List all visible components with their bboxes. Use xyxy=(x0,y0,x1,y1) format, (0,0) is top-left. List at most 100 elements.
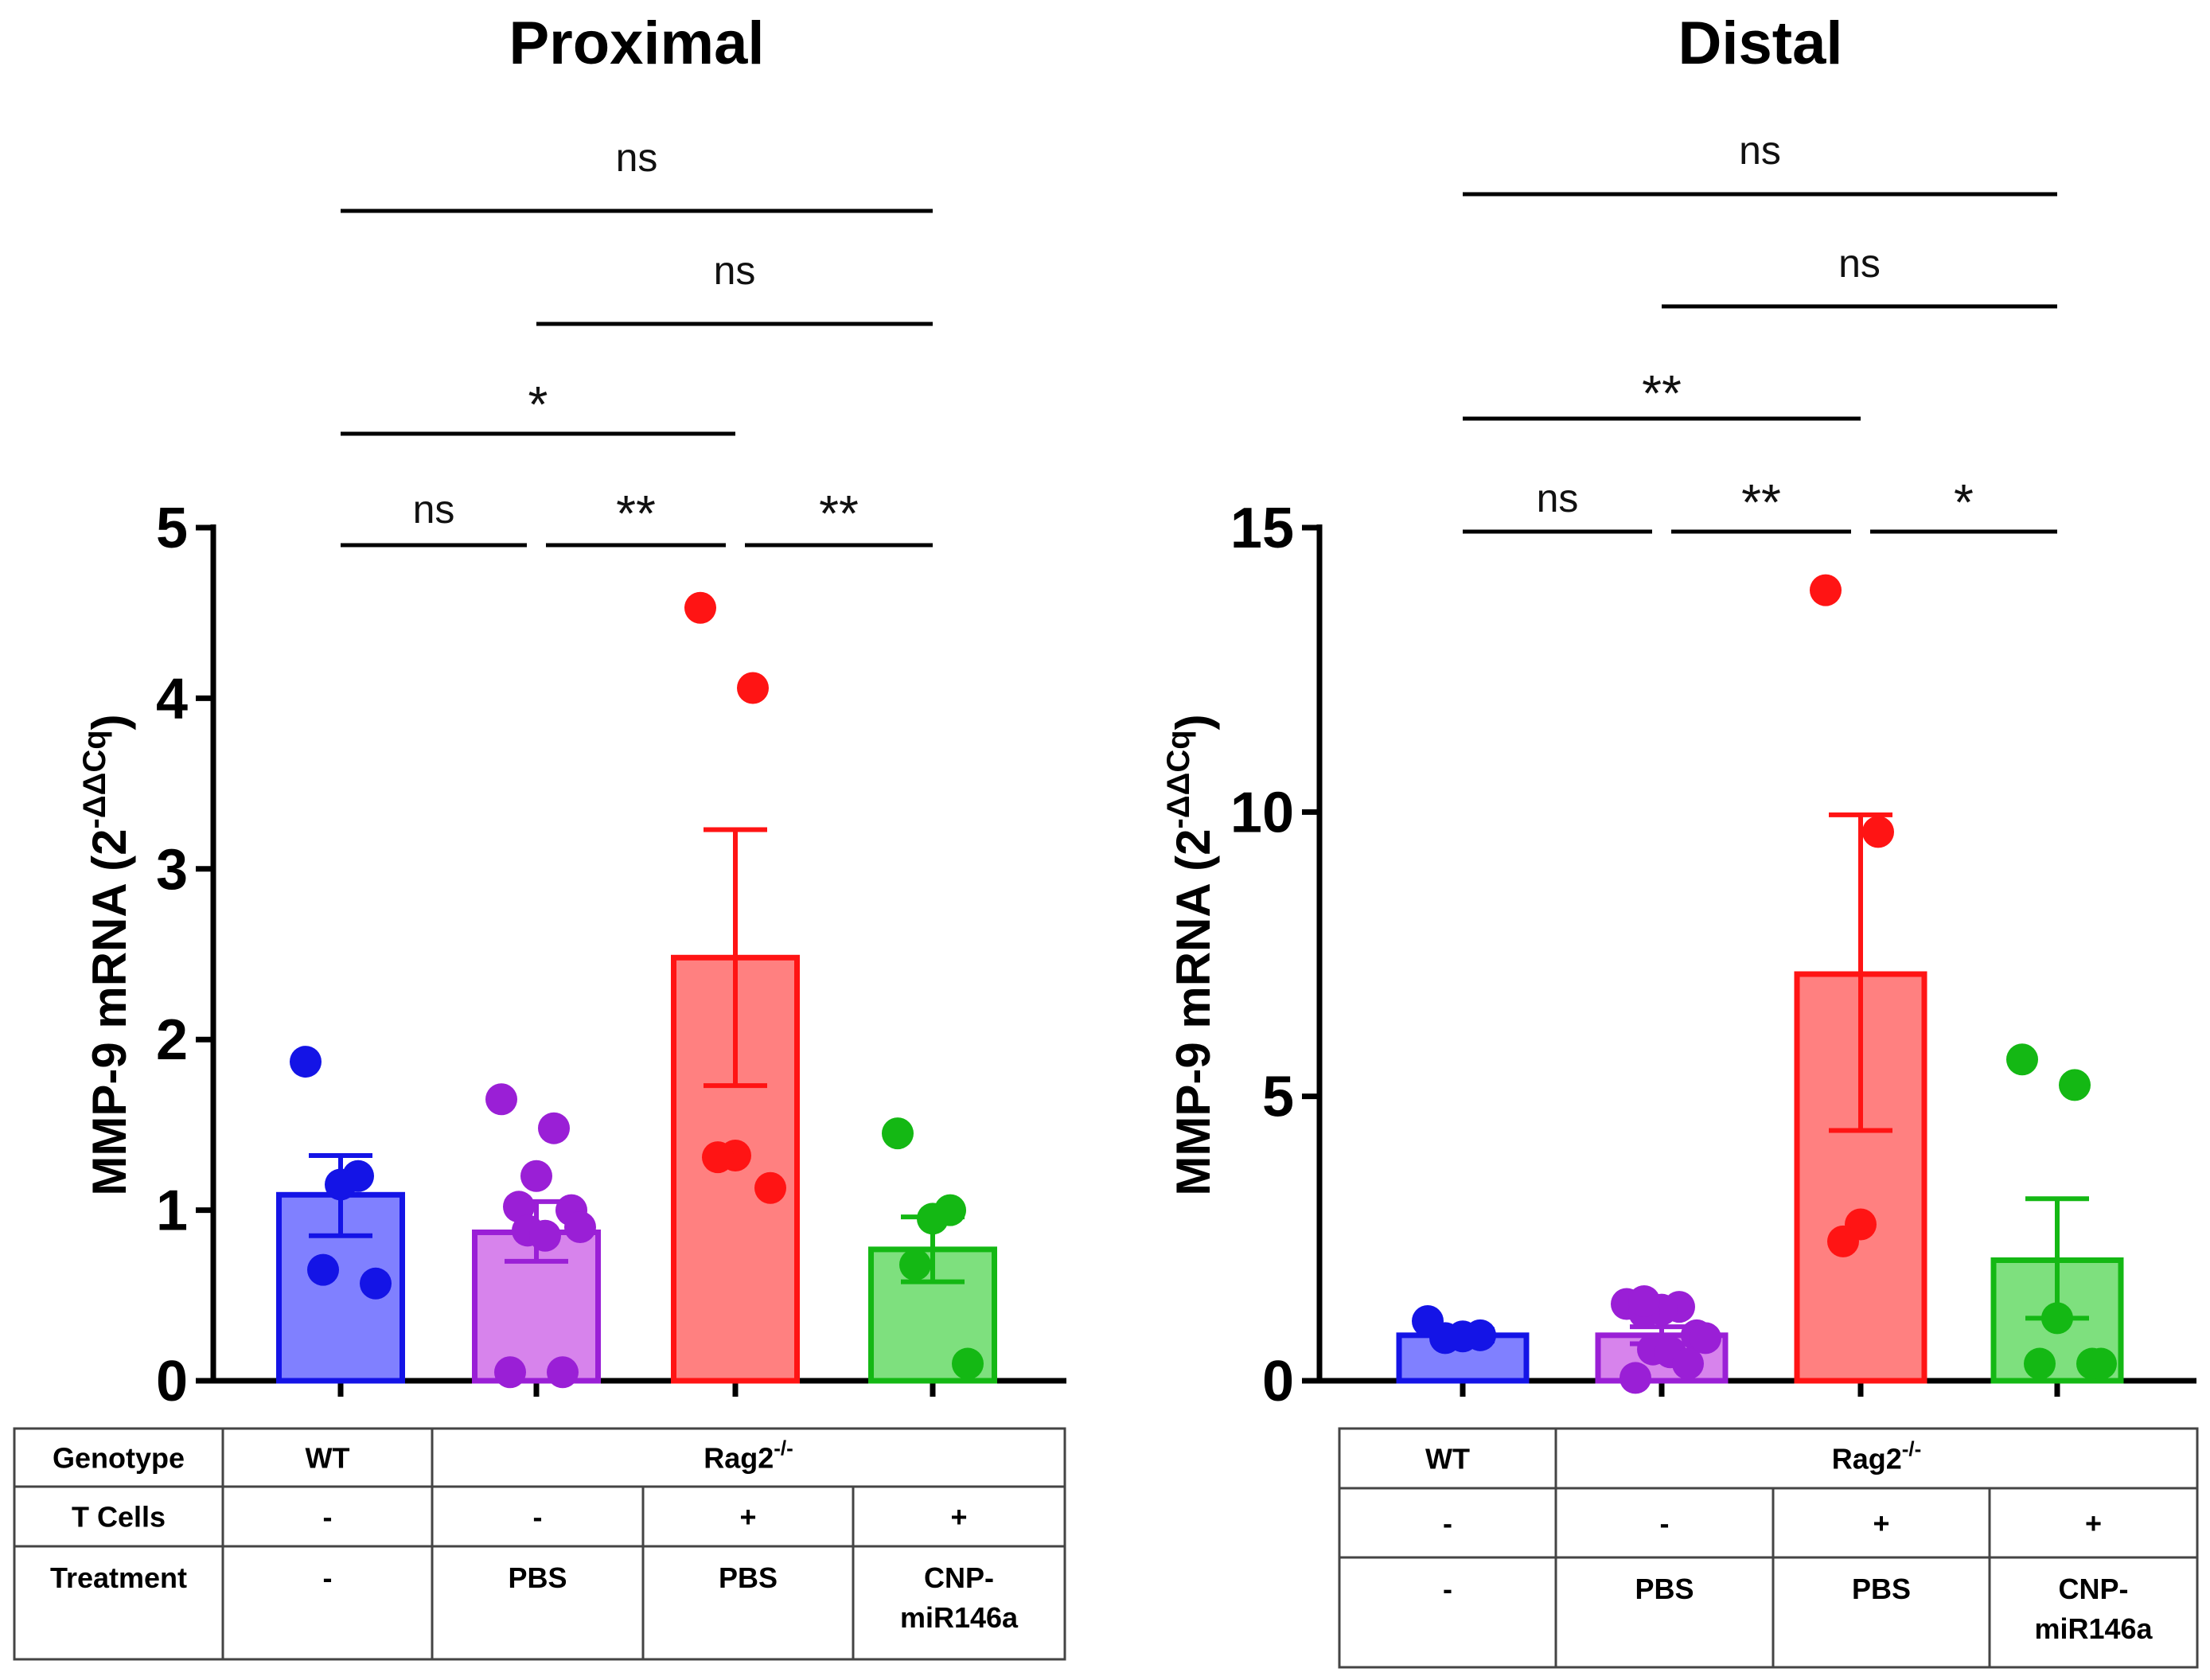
table-tcells-value: - xyxy=(1660,1507,1670,1540)
y-axis-label-text: MMP-9 mRNA (2 xyxy=(1167,828,1220,1195)
table-tcells-value: + xyxy=(950,1501,967,1534)
significance-label: ns xyxy=(1537,476,1579,520)
y-tick-label: 4 xyxy=(156,667,188,731)
data-point xyxy=(1810,574,1842,606)
data-point xyxy=(2085,1347,2117,1380)
y-axis-label-text: MMP-9 mRNA (2 xyxy=(83,828,136,1195)
table-genotype-wt: WT xyxy=(1425,1443,1470,1475)
data-point xyxy=(899,1249,931,1281)
table-tcells-value: + xyxy=(739,1501,756,1534)
table-tcells-value: - xyxy=(1443,1507,1452,1540)
table-genotype-wt: WT xyxy=(306,1442,350,1475)
y-tick-label: 0 xyxy=(156,1350,188,1413)
y-axis-label-superscript: -ΔΔCq xyxy=(1161,730,1196,828)
significance-label: ** xyxy=(616,485,656,542)
table-treatment-value: miR146a xyxy=(2034,1612,2153,1645)
table-tcells-value: - xyxy=(533,1501,543,1534)
data-point xyxy=(1672,1347,1704,1380)
table-treatment-value: - xyxy=(1443,1573,1452,1605)
data-point xyxy=(684,591,716,624)
panel-distal: Distal MMP-9 mRNA (2-ΔΔCq) 0 5 10 15 ns ns ** ns *… xyxy=(1161,10,2199,1669)
data-point xyxy=(503,1191,535,1223)
table-row-label: Genotype xyxy=(53,1442,185,1475)
condition-table: WT Rag2-/- - - + + - PBS PBS CNP-miR146a xyxy=(1338,1427,2199,1669)
data-point xyxy=(360,1267,392,1300)
data-point xyxy=(547,1356,579,1389)
significance-label: * xyxy=(1954,474,1974,531)
table-tcells-value: + xyxy=(1873,1507,1889,1540)
table-genotype-rag2: Rag2-/- xyxy=(1832,1437,1922,1475)
table-row-label: Treatment xyxy=(50,1561,187,1594)
data-point xyxy=(485,1083,517,1116)
table-tcells-value: - xyxy=(323,1501,333,1534)
panel-proximal: Proximal MMP-9 mRNA (2-ΔΔCq) 0 1 2 3 4 5 ns ns * ns… xyxy=(13,10,1066,1661)
data-point xyxy=(325,1168,357,1201)
data-point xyxy=(2059,1069,2091,1101)
y-tick-label: 3 xyxy=(156,838,188,902)
data-point xyxy=(1827,1225,1859,1257)
chart-title: Proximal xyxy=(509,10,764,77)
data-point xyxy=(1429,1322,1461,1355)
data-point xyxy=(702,1141,734,1174)
data-point xyxy=(754,1171,786,1204)
data-point xyxy=(2006,1043,2038,1076)
table-treatment-value: miR146a xyxy=(900,1601,1019,1634)
data-point xyxy=(520,1160,552,1192)
data-point xyxy=(2024,1347,2056,1380)
y-axis-label-close: ) xyxy=(83,714,136,730)
significance-label: ns xyxy=(1838,241,1881,286)
y-tick-label: 1 xyxy=(156,1179,188,1243)
table-treatment-value: PBS xyxy=(1635,1573,1694,1605)
condition-table: Genotype T Cells Treatment WT Rag2-/- - - + + - PB… xyxy=(13,1427,1066,1661)
data-point xyxy=(1619,1362,1651,1394)
significance-label: ns xyxy=(616,135,658,180)
table-treatment-value: PBS xyxy=(508,1561,567,1594)
data-point xyxy=(494,1356,526,1389)
data-point xyxy=(737,672,769,704)
data-point xyxy=(564,1211,596,1244)
y-tick-label: 0 xyxy=(1262,1350,1294,1413)
significance-label: * xyxy=(528,376,548,433)
y-tick-label: 5 xyxy=(156,497,188,560)
data-point xyxy=(1628,1284,1660,1317)
table-tcells-value: + xyxy=(2085,1507,2102,1540)
data-point xyxy=(952,1347,984,1380)
significance-label: ns xyxy=(1739,128,1781,173)
data-point xyxy=(307,1253,339,1286)
table-treatment-value: CNP- xyxy=(924,1561,994,1594)
data-point xyxy=(538,1112,570,1144)
table-border xyxy=(13,1427,1066,1661)
chart-title: Distal xyxy=(1678,10,1843,77)
genotype-name: Rag2 xyxy=(704,1442,774,1475)
genotype-superscript: -/- xyxy=(774,1436,793,1460)
y-axis-label-close: ) xyxy=(1167,714,1220,730)
y-tick-label: 2 xyxy=(156,1008,188,1072)
table-treatment-value: PBS xyxy=(1852,1573,1911,1605)
table-treatment-value: CNP- xyxy=(2059,1573,2129,1605)
bar-mean xyxy=(1794,971,1927,1384)
genotype-superscript: -/- xyxy=(1902,1437,1922,1461)
significance-label: ns xyxy=(714,248,756,293)
significance-label: ** xyxy=(819,485,859,542)
y-axis-label: MMP-9 mRNA (2-ΔΔCq) xyxy=(1161,714,1220,1195)
data-point xyxy=(529,1219,561,1252)
significance-label: ** xyxy=(1741,474,1781,531)
table-treatment-value: PBS xyxy=(719,1561,778,1594)
data-point xyxy=(882,1117,914,1150)
data-point xyxy=(290,1046,322,1078)
table-genotype-rag2: Rag2-/- xyxy=(704,1436,793,1475)
y-axis-label-superscript: -ΔΔCq xyxy=(77,730,112,828)
data-point xyxy=(2041,1302,2073,1335)
data-point xyxy=(1690,1322,1721,1355)
y-axis-label: MMP-9 mRNA (2-ΔΔCq) xyxy=(77,714,136,1195)
data-point xyxy=(1862,816,1894,848)
significance-label: ns xyxy=(413,487,455,532)
y-tick-label: 15 xyxy=(1230,497,1294,560)
y-tick-label: 10 xyxy=(1230,781,1294,844)
y-tick-label: 5 xyxy=(1262,1066,1294,1129)
data-point xyxy=(917,1203,949,1235)
table-row-label: T Cells xyxy=(72,1501,166,1534)
significance-label: ** xyxy=(1642,364,1682,422)
table-border xyxy=(1338,1427,2199,1669)
